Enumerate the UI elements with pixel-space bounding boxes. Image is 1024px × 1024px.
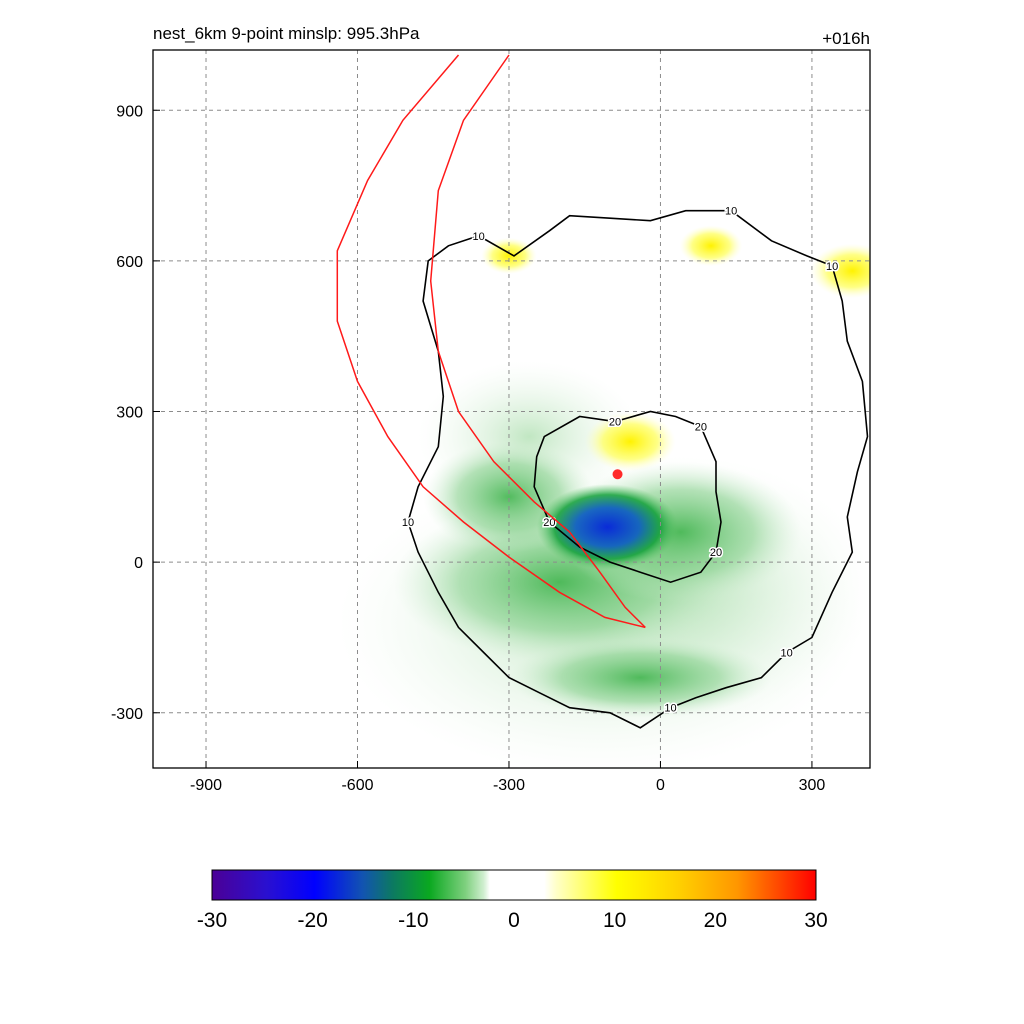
storm-track (336, 54, 646, 629)
x-tick-label: 0 (656, 777, 665, 794)
contour-label-20: 20 (609, 417, 621, 429)
time-label: +016h (822, 29, 870, 48)
track-outer-line (336, 54, 646, 629)
colorbar-tick-label: 10 (603, 909, 626, 932)
contour-label-20: 20 (710, 547, 722, 559)
colorbar-ticks: -30 -20 -10 0 10 20 30 (197, 909, 828, 932)
contour-label-20: 20 (695, 422, 707, 434)
x-tick-label: -600 (341, 777, 373, 794)
contour-10 (407, 209, 869, 729)
positive-anomaly (481, 237, 537, 274)
contour-label-10: 10 (473, 231, 485, 243)
x-tick-label: 300 (799, 777, 826, 794)
colorbar-tick-label: 0 (508, 909, 520, 932)
contour-lines: 10 10 10 10 10 10 20 20 20 20 (400, 204, 869, 729)
positive-anomaly (810, 243, 870, 299)
positive-anomaly (679, 225, 743, 267)
colorbar: -30 -20 -10 0 10 20 30 (197, 869, 828, 932)
storm-center (612, 469, 623, 480)
x-tick-label: -900 (190, 777, 222, 794)
contour-20 (533, 410, 722, 584)
axis-ticks: -900 -600 -300 0 300 -300 0 300 600 900 (111, 103, 825, 794)
y-tick-label: -300 (111, 706, 143, 723)
colorbar-ramp (211, 869, 817, 901)
contour-label-20: 20 (543, 517, 555, 529)
colorbar-tick-label: 20 (704, 909, 727, 932)
colorbar-tick-label: -10 (398, 909, 428, 932)
contour-label-10: 10 (826, 261, 838, 273)
x-tick-label: -300 (493, 777, 525, 794)
colorbar-tick-label: -30 (197, 909, 227, 932)
storm-center-dot (612, 469, 623, 480)
colorbar-tick-label: 30 (804, 909, 827, 932)
y-tick-label: 600 (116, 254, 143, 271)
y-tick-label: 0 (134, 555, 143, 572)
y-tick-label: 300 (116, 405, 143, 422)
contour-label-10: 10 (664, 703, 676, 715)
plot-frame (152, 49, 871, 769)
negative-anomaly (536, 484, 679, 570)
contour-label-10: 10 (402, 517, 414, 529)
green-band (508, 637, 772, 719)
contour-label-10: 10 (781, 648, 793, 660)
positive-anomaly (584, 412, 676, 472)
plot-area: 10 10 10 10 10 10 20 20 20 20 (153, 50, 870, 768)
contour-label-10: 10 (725, 206, 737, 218)
track-inner-line (429, 54, 646, 628)
colorbar-tick-label: -20 (297, 909, 327, 932)
y-tick-label: 900 (116, 103, 143, 120)
chart-title: nest_6km 9-point minslp: 995.3hPa (153, 24, 420, 43)
